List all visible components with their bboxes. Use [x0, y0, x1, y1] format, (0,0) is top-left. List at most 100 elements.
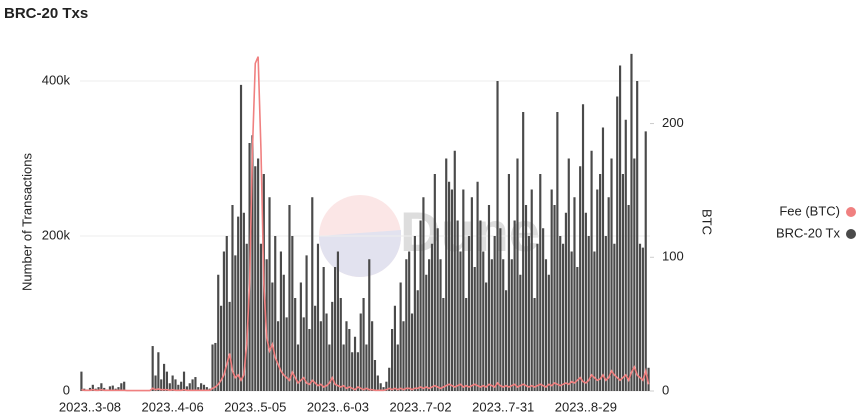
- bar: [442, 298, 445, 391]
- bar: [513, 220, 516, 391]
- bar: [613, 243, 616, 391]
- bar: [328, 344, 331, 391]
- bar: [627, 205, 630, 391]
- x-tick-label: 2023..8-29: [555, 399, 617, 414]
- x-tick-label: 2023..3-08: [59, 399, 121, 414]
- bar: [274, 236, 277, 391]
- bar: [345, 321, 348, 391]
- bar: [254, 166, 257, 391]
- bar: [362, 298, 365, 391]
- bar: [225, 236, 228, 391]
- bar: [539, 174, 542, 391]
- bar: [510, 259, 513, 391]
- bar: [485, 282, 488, 391]
- bar: [239, 84, 243, 391]
- bar: [151, 346, 154, 391]
- bar: [593, 251, 596, 391]
- bar: [373, 360, 377, 391]
- bar: [205, 387, 208, 391]
- bar: [294, 298, 297, 391]
- bar: [160, 379, 163, 391]
- bar: [561, 243, 565, 391]
- bar: [308, 329, 311, 391]
- bar: [516, 158, 519, 391]
- bar: [610, 158, 613, 391]
- bar: [522, 112, 525, 391]
- bar: [390, 329, 394, 391]
- bar: [599, 174, 602, 391]
- bar: [188, 383, 191, 391]
- legend-label: BRC-20 Tx: [776, 225, 841, 240]
- bar: [231, 205, 234, 391]
- bar: [408, 251, 411, 391]
- bar: [456, 220, 459, 391]
- bar: [379, 383, 382, 391]
- bar: [482, 251, 485, 391]
- bar: [359, 313, 362, 391]
- bar: [439, 259, 442, 391]
- bar: [616, 96, 619, 391]
- y2-axis-title: BTC: [700, 209, 715, 235]
- bar: [559, 236, 562, 391]
- bar: [282, 274, 285, 391]
- bar: [570, 251, 573, 391]
- bar: [479, 220, 482, 391]
- bar: [496, 81, 499, 391]
- bar: [542, 228, 545, 391]
- bar: [185, 386, 188, 391]
- bar: [428, 259, 431, 391]
- bar: [607, 197, 610, 391]
- bar: [271, 282, 274, 391]
- bar: [339, 298, 342, 391]
- bar: [331, 301, 334, 391]
- bar: [490, 259, 493, 391]
- bar: [259, 243, 263, 391]
- bar: [80, 371, 83, 391]
- bar: [573, 197, 576, 391]
- bar: [242, 212, 245, 391]
- bar: [219, 305, 223, 391]
- bar: [630, 53, 633, 391]
- bar: [276, 321, 280, 391]
- bar: [644, 131, 647, 391]
- x-tick-label: 2023..5-05: [224, 399, 286, 414]
- bar: [316, 243, 320, 391]
- bar: [524, 205, 528, 391]
- bar: [217, 274, 220, 391]
- bar: [319, 321, 322, 391]
- bar: [445, 158, 448, 391]
- bar: [251, 135, 254, 391]
- bar: [601, 127, 605, 391]
- bar: [228, 301, 231, 391]
- bar: [467, 236, 471, 391]
- bar: [422, 197, 425, 391]
- bar: [550, 189, 553, 391]
- y-tick-label: 0: [63, 382, 70, 397]
- bar: [302, 317, 305, 391]
- bar: [493, 236, 496, 391]
- x-tick-label: 2023..6-03: [307, 399, 369, 414]
- bar: [234, 255, 237, 391]
- bar: [91, 384, 94, 391]
- bar: [499, 228, 502, 391]
- y2-tick-label: 200: [662, 115, 684, 130]
- bar: [288, 205, 291, 391]
- bar: [311, 197, 314, 391]
- bar: [624, 119, 627, 391]
- bar: [171, 375, 174, 391]
- line: [81, 56, 650, 392]
- bar: [168, 383, 171, 391]
- bar: [425, 274, 428, 391]
- bar: [88, 387, 92, 391]
- bar: [636, 81, 639, 391]
- bar: [336, 251, 340, 391]
- legend-label: Fee (BTC): [779, 203, 840, 218]
- y2-tick-label: 100: [662, 249, 684, 264]
- bar: [285, 317, 288, 391]
- bar: [299, 282, 302, 391]
- bar: [279, 251, 283, 391]
- bar: [214, 342, 217, 391]
- x-tick-label: 2023..7-02: [389, 399, 451, 414]
- legend-swatch: [846, 207, 856, 217]
